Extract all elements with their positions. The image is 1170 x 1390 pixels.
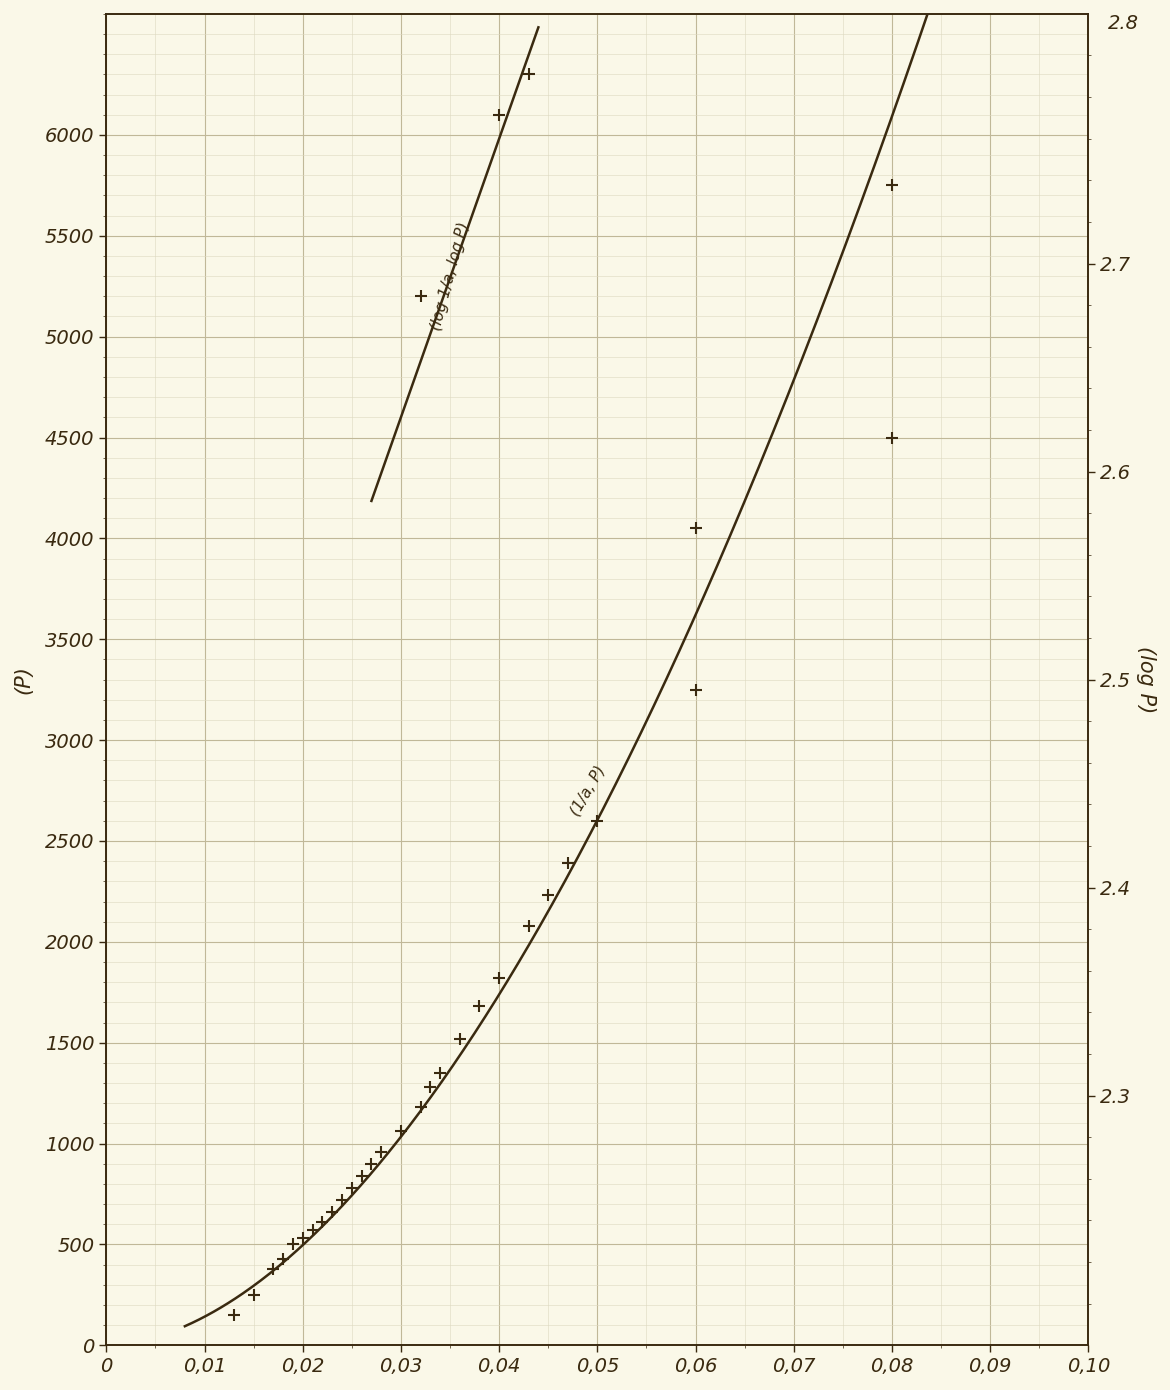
Y-axis label: (log P): (log P) (1136, 646, 1156, 713)
Text: (log 1/a, log P): (log 1/a, log P) (428, 221, 472, 332)
Y-axis label: (P): (P) (14, 666, 34, 694)
Text: 2.8: 2.8 (1108, 14, 1138, 33)
Text: (1/a, P): (1/a, P) (567, 763, 607, 819)
